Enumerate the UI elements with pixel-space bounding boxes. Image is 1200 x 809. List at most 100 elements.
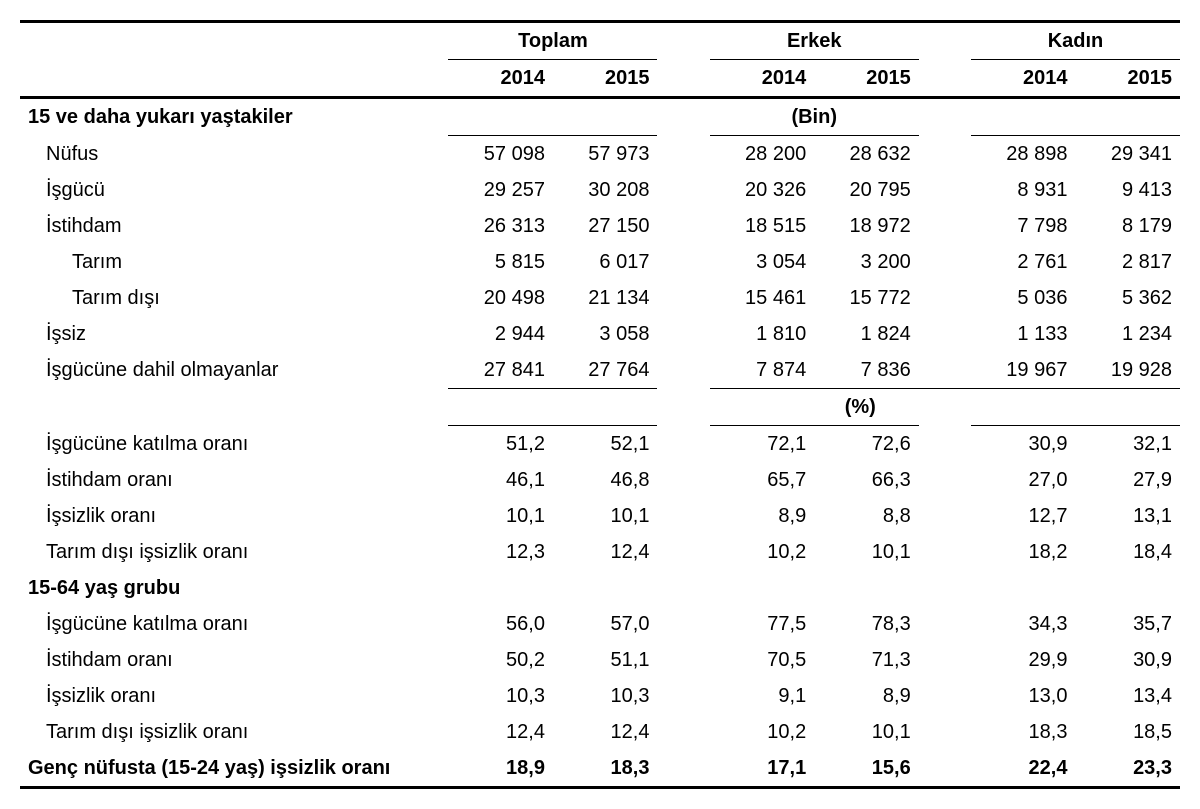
cell-value: 18,9 (448, 750, 553, 788)
table-row: İşsiz2 9443 058 1 8101 824 1 1331 234 (20, 316, 1180, 352)
row-label: İşgücü (20, 172, 448, 208)
cell-value: 12,4 (553, 534, 658, 570)
cell-value: 18 515 (710, 208, 815, 244)
cell-value: 20 498 (448, 280, 553, 316)
section-body-youth: Genç nüfusta (15-24 yaş) işsizlik oranı1… (20, 750, 1180, 788)
cell-value: 57 973 (553, 136, 658, 173)
cell-value: 70,5 (710, 642, 815, 678)
cell-value: 12,4 (553, 714, 658, 750)
cell-value: 32,1 (1075, 426, 1180, 463)
cell-value: 52,1 (553, 426, 658, 463)
row-label: Tarım dışı işsizlik oranı (20, 534, 448, 570)
cell-value: 3 200 (814, 244, 919, 280)
cell-value: 27,0 (971, 462, 1076, 498)
row-label: İşsiz (20, 316, 448, 352)
year-header: 2015 (814, 60, 919, 98)
cell-value: 78,3 (814, 606, 919, 642)
table-row: İşgücüne katılma oranı56,057,077,578,334… (20, 606, 1180, 642)
cell-value: 1 824 (814, 316, 919, 352)
cell-value: 28 898 (971, 136, 1076, 173)
cell-value: 18,3 (971, 714, 1076, 750)
table-row: İstihdam oranı46,146,865,766,327,027,9 (20, 462, 1180, 498)
cell-value: 46,1 (448, 462, 553, 498)
row-label: İşsizlik oranı (20, 498, 448, 534)
cell-value: 65,7 (710, 462, 815, 498)
table-row: İşgücüne katılma oranı51,252,172,172,630… (20, 426, 1180, 463)
row-label: İstihdam (20, 208, 448, 244)
cell-value: 12,4 (448, 714, 553, 750)
cell-value: 9 413 (1075, 172, 1180, 208)
group-header-kadin: Kadın (971, 22, 1180, 60)
cell-value: 1 234 (1075, 316, 1180, 352)
cell-value: 21 134 (553, 280, 658, 316)
unit-label-percent: (%) (710, 389, 1180, 426)
cell-value: 15,6 (814, 750, 919, 788)
row-label: İşsizlik oranı (20, 678, 448, 714)
cell-value: 5 815 (448, 244, 553, 280)
cell-value: 1 133 (971, 316, 1076, 352)
cell-value: 72,1 (710, 426, 815, 463)
cell-value: 8 179 (1075, 208, 1180, 244)
cell-value: 12,3 (448, 534, 553, 570)
year-header: 2014 (448, 60, 553, 98)
cell-value: 8,8 (814, 498, 919, 534)
cell-value: 10,2 (710, 534, 815, 570)
cell-value: 10,2 (710, 714, 815, 750)
cell-value: 77,5 (710, 606, 815, 642)
cell-value: 1 810 (710, 316, 815, 352)
cell-value: 5 036 (971, 280, 1076, 316)
table-row: İstihdam oranı50,251,170,571,329,930,9 (20, 642, 1180, 678)
table-row: İşgücüne dahil olmayanlar27 84127 7647 8… (20, 352, 1180, 389)
cell-value: 28 632 (814, 136, 919, 173)
section-body-1564: İşgücüne katılma oranı56,057,077,578,334… (20, 606, 1180, 750)
cell-value: 13,4 (1075, 678, 1180, 714)
cell-value: 27,9 (1075, 462, 1180, 498)
section-heading-1564: 15-64 yaş grubu (20, 570, 448, 606)
cell-value: 15 772 (814, 280, 919, 316)
cell-value: 30,9 (1075, 642, 1180, 678)
cell-value: 8 931 (971, 172, 1076, 208)
year-header: 2014 (710, 60, 815, 98)
table-row: İşgücü29 25730 20820 32620 7958 9319 413 (20, 172, 1180, 208)
table-row: İstihdam26 31327 15018 51518 9727 7988 1… (20, 208, 1180, 244)
cell-value: 56,0 (448, 606, 553, 642)
table-row: İşsizlik oranı10,310,39,18,913,013,4 (20, 678, 1180, 714)
table-row: Genç nüfusta (15-24 yaş) işsizlik oranı1… (20, 750, 1180, 788)
cell-value: 20 795 (814, 172, 919, 208)
cell-value: 19 967 (971, 352, 1076, 389)
year-header: 2015 (1075, 60, 1180, 98)
cell-value: 35,7 (1075, 606, 1180, 642)
cell-value: 29 341 (1075, 136, 1180, 173)
table-row: Tarım dışı işsizlik oranı12,412,410,210,… (20, 714, 1180, 750)
section-body-15plus: Nüfus57 09857 97328 20028 63228 89829 34… (20, 136, 1180, 389)
cell-value: 23,3 (1075, 750, 1180, 788)
cell-value: 3 058 (553, 316, 658, 352)
cell-value: 18,3 (553, 750, 658, 788)
cell-value: 7 874 (710, 352, 815, 389)
table-row: Tarım dışı20 49821 13415 46115 7725 0365… (20, 280, 1180, 316)
cell-value: 2 944 (448, 316, 553, 352)
cell-value: 57 098 (448, 136, 553, 173)
cell-value: 7 836 (814, 352, 919, 389)
cell-value: 10,1 (553, 498, 658, 534)
cell-value: 57,0 (553, 606, 658, 642)
section-body-percent: İşgücüne katılma oranı51,252,172,172,630… (20, 426, 1180, 571)
unit-label-bin: (Bin) (448, 98, 1180, 136)
cell-value: 72,6 (814, 426, 919, 463)
cell-value: 22,4 (971, 750, 1076, 788)
group-header-toplam: Toplam (448, 22, 657, 60)
cell-value: 27 764 (553, 352, 658, 389)
cell-value: 3 054 (710, 244, 815, 280)
row-label: Tarım dışı işsizlik oranı (20, 714, 448, 750)
corner-cell (20, 22, 448, 60)
row-label: Nüfus (20, 136, 448, 173)
cell-value: 8,9 (814, 678, 919, 714)
row-label: İşgücüne dahil olmayanlar (20, 352, 448, 389)
cell-value: 2 761 (971, 244, 1076, 280)
cell-value: 71,3 (814, 642, 919, 678)
section-heading-15plus: 15 ve daha yukarı yaştakiler (20, 98, 448, 136)
year-header: 2014 (971, 60, 1076, 98)
cell-value: 10,1 (814, 714, 919, 750)
cell-value: 17,1 (710, 750, 815, 788)
cell-value: 18,5 (1075, 714, 1180, 750)
